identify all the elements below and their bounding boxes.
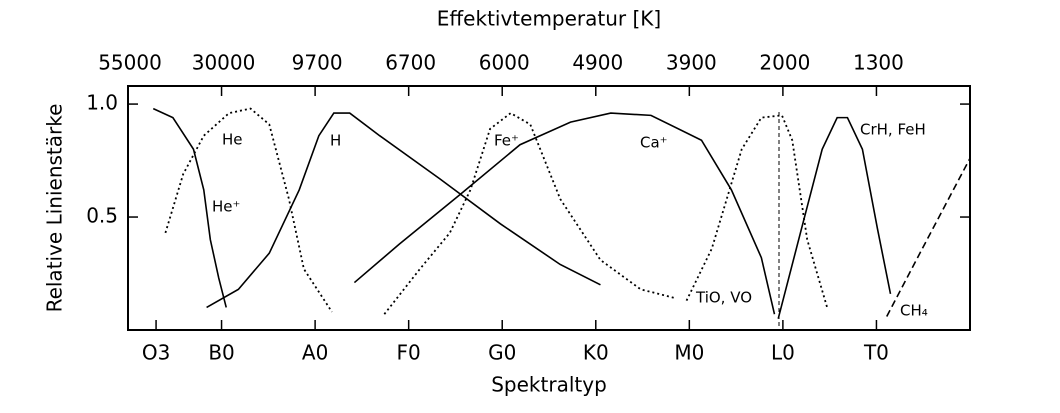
x2-tick-label: 30000 [192, 51, 256, 75]
series-label: He⁺ [212, 198, 240, 216]
line-series [777, 116, 892, 319]
x2-tick-label: 4900 [572, 51, 623, 75]
line-series [685, 114, 829, 310]
series-label: Fe⁺ [494, 132, 519, 150]
line-series [886, 157, 971, 317]
series-label: CrH, FeH [860, 121, 926, 139]
x-tick-label: B0 [208, 341, 234, 365]
x-tick-label: L0 [771, 341, 795, 365]
x-tick-label: M0 [674, 341, 704, 365]
top-axis-title: Effektivtemperatur [K] [437, 7, 661, 31]
line-series [152, 107, 228, 308]
x-tick-label: T0 [863, 341, 889, 365]
x-axis-title: Spektraltyp [491, 373, 607, 397]
series-label: He [222, 131, 243, 149]
x2-tick-label: 3900 [666, 51, 717, 75]
series-label: CH₄ [900, 302, 928, 320]
x2-tick-label: 2000 [759, 51, 810, 75]
line-series [353, 112, 776, 315]
series-label: Ca⁺ [640, 134, 668, 152]
line-series [383, 112, 677, 315]
x-tick-label: O3 [142, 341, 170, 365]
x2-tick-label: 1300 [853, 51, 904, 75]
x-tick-label: A0 [302, 341, 328, 365]
line-series [206, 112, 601, 309]
line-series [164, 107, 333, 313]
x-tick-label: F0 [397, 341, 421, 365]
x2-tick-label: 55000 [98, 51, 162, 75]
series-label: H [330, 132, 341, 150]
x2-tick-label: 6700 [385, 51, 436, 75]
plot-frame [127, 85, 971, 331]
y-axis-title: Relative Linienstärke [43, 104, 67, 313]
y-tick-label: 1.0 [86, 91, 118, 115]
y-tick-label: 0.5 [86, 204, 118, 228]
x-tick-label: K0 [583, 341, 609, 365]
x-tick-label: G0 [488, 341, 516, 365]
x2-tick-label: 6000 [479, 51, 530, 75]
series-label: TiO, VO [695, 289, 752, 307]
x2-tick-label: 9700 [292, 51, 343, 75]
